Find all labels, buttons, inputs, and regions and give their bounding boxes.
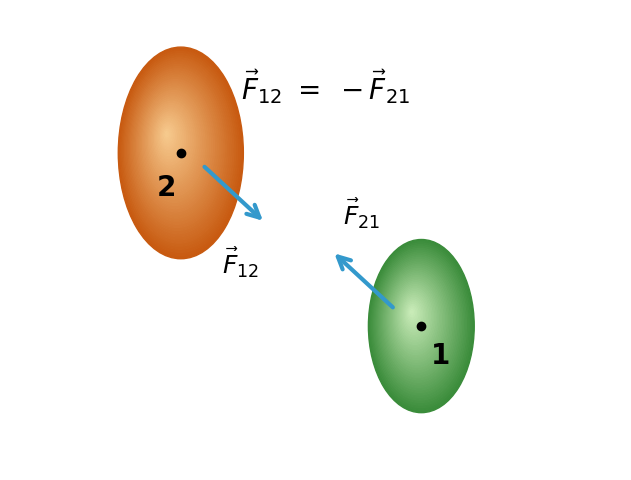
- Ellipse shape: [146, 98, 199, 188]
- Ellipse shape: [404, 300, 423, 330]
- Ellipse shape: [119, 50, 242, 256]
- Ellipse shape: [391, 278, 442, 360]
- Ellipse shape: [373, 247, 468, 403]
- Ellipse shape: [385, 267, 451, 375]
- Ellipse shape: [151, 106, 191, 175]
- Ellipse shape: [126, 61, 232, 240]
- Ellipse shape: [127, 63, 230, 237]
- Ellipse shape: [408, 307, 416, 320]
- Ellipse shape: [374, 249, 466, 400]
- Ellipse shape: [143, 93, 203, 193]
- Ellipse shape: [384, 265, 452, 377]
- Text: 1: 1: [431, 341, 450, 369]
- Ellipse shape: [382, 264, 454, 380]
- Ellipse shape: [148, 102, 195, 181]
- Ellipse shape: [405, 301, 421, 327]
- Ellipse shape: [159, 121, 178, 153]
- Ellipse shape: [121, 52, 240, 253]
- Ellipse shape: [156, 115, 184, 162]
- Ellipse shape: [394, 283, 437, 352]
- Ellipse shape: [377, 254, 462, 393]
- Ellipse shape: [370, 244, 471, 408]
- Ellipse shape: [147, 100, 197, 184]
- Ellipse shape: [152, 108, 189, 172]
- Ellipse shape: [163, 128, 172, 144]
- Ellipse shape: [386, 269, 449, 372]
- Ellipse shape: [380, 260, 457, 385]
- Ellipse shape: [387, 271, 447, 370]
- Ellipse shape: [135, 78, 216, 216]
- Ellipse shape: [155, 113, 186, 166]
- Ellipse shape: [378, 256, 460, 390]
- Ellipse shape: [401, 294, 427, 337]
- Ellipse shape: [379, 258, 459, 388]
- Ellipse shape: [370, 242, 473, 410]
- Ellipse shape: [408, 305, 418, 322]
- Ellipse shape: [162, 126, 174, 147]
- Ellipse shape: [129, 67, 226, 231]
- Text: $\vec{F}_{21}$: $\vec{F}_{21}$: [343, 196, 380, 230]
- Ellipse shape: [410, 308, 415, 317]
- Text: $\vec{F}_{12}\ =\ -\vec{F}_{21}$: $\vec{F}_{12}\ =\ -\vec{F}_{21}$: [240, 67, 410, 106]
- Ellipse shape: [124, 59, 233, 243]
- Ellipse shape: [138, 83, 213, 209]
- Ellipse shape: [131, 72, 222, 225]
- Ellipse shape: [150, 104, 193, 178]
- Ellipse shape: [389, 274, 444, 365]
- Ellipse shape: [140, 87, 209, 203]
- Ellipse shape: [128, 65, 228, 234]
- Ellipse shape: [393, 281, 439, 355]
- Ellipse shape: [136, 80, 215, 212]
- Text: $\vec{F}_{12}$: $\vec{F}_{12}$: [222, 245, 259, 279]
- Ellipse shape: [122, 55, 238, 250]
- Ellipse shape: [165, 132, 168, 137]
- Ellipse shape: [381, 262, 456, 383]
- Ellipse shape: [402, 296, 426, 335]
- Ellipse shape: [139, 84, 211, 206]
- Ellipse shape: [131, 70, 224, 228]
- FancyArrowPatch shape: [338, 257, 393, 308]
- Ellipse shape: [396, 285, 435, 350]
- Ellipse shape: [141, 89, 207, 200]
- Ellipse shape: [134, 76, 218, 219]
- Ellipse shape: [118, 48, 244, 259]
- Ellipse shape: [160, 123, 176, 150]
- Ellipse shape: [406, 303, 420, 324]
- Ellipse shape: [390, 276, 443, 362]
- Ellipse shape: [369, 240, 475, 413]
- Ellipse shape: [123, 57, 235, 247]
- Ellipse shape: [156, 117, 182, 159]
- Ellipse shape: [158, 119, 180, 156]
- Ellipse shape: [144, 96, 201, 191]
- Ellipse shape: [133, 74, 220, 222]
- Ellipse shape: [398, 288, 432, 345]
- Ellipse shape: [411, 310, 413, 314]
- Ellipse shape: [143, 91, 205, 197]
- Ellipse shape: [164, 130, 170, 141]
- Ellipse shape: [375, 251, 465, 397]
- Ellipse shape: [399, 290, 430, 342]
- Ellipse shape: [388, 273, 446, 368]
- Ellipse shape: [372, 245, 469, 405]
- Ellipse shape: [392, 279, 440, 357]
- FancyArrowPatch shape: [204, 168, 259, 218]
- Ellipse shape: [153, 110, 187, 169]
- Ellipse shape: [400, 292, 429, 340]
- Ellipse shape: [376, 252, 463, 395]
- Ellipse shape: [403, 298, 424, 332]
- Ellipse shape: [396, 287, 433, 348]
- Text: 2: 2: [156, 173, 176, 201]
